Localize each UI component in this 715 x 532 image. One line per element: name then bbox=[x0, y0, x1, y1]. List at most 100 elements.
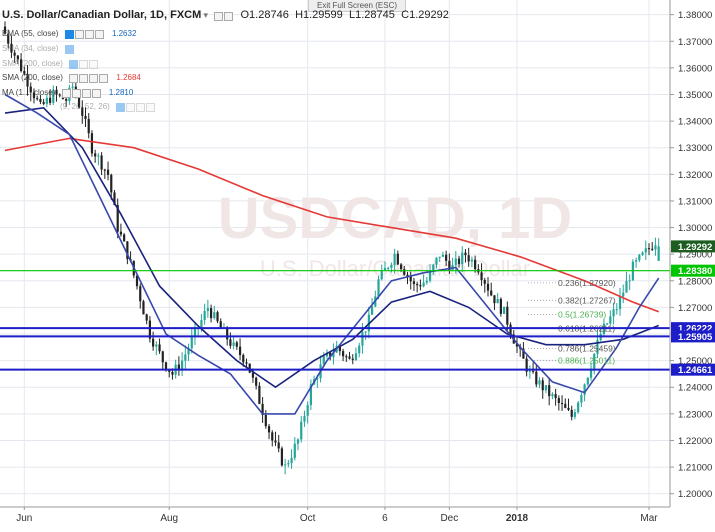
candle-body[interactable] bbox=[647, 248, 651, 250]
candle-body[interactable] bbox=[557, 398, 560, 404]
candle-body[interactable] bbox=[612, 309, 615, 317]
candle-body[interactable] bbox=[7, 33, 10, 44]
candle-body[interactable] bbox=[277, 442, 280, 449]
candle-body[interactable] bbox=[531, 370, 535, 372]
settings-icon[interactable] bbox=[79, 59, 89, 69]
ma-line-sma-200[interactable] bbox=[4, 137, 659, 313]
candle-body[interactable] bbox=[158, 344, 161, 352]
candle-body[interactable] bbox=[116, 205, 119, 232]
candle-body[interactable] bbox=[396, 253, 399, 265]
candle-body[interactable] bbox=[3, 26, 7, 34]
candle-body[interactable] bbox=[306, 405, 309, 416]
close-icon[interactable] bbox=[136, 102, 146, 112]
candle-body[interactable] bbox=[474, 259, 477, 270]
candle-body[interactable] bbox=[23, 71, 26, 74]
candle-body[interactable] bbox=[535, 371, 538, 385]
candle-body[interactable] bbox=[65, 99, 68, 101]
candle-body[interactable] bbox=[303, 415, 306, 422]
candle-body[interactable] bbox=[509, 324, 512, 335]
candle-body[interactable] bbox=[577, 402, 580, 413]
candle-body[interactable] bbox=[503, 306, 506, 314]
candle-body[interactable] bbox=[628, 280, 631, 282]
candle-body[interactable] bbox=[370, 306, 374, 315]
candle-body[interactable] bbox=[464, 252, 467, 256]
candle-body[interactable] bbox=[461, 252, 464, 265]
settings-icon[interactable] bbox=[126, 102, 136, 112]
candle-body[interactable] bbox=[490, 290, 493, 296]
candle-body[interactable] bbox=[657, 246, 660, 261]
candle-body[interactable] bbox=[106, 169, 110, 175]
candle-body[interactable] bbox=[187, 348, 190, 355]
candle-body[interactable] bbox=[548, 385, 551, 397]
candle-body[interactable] bbox=[329, 352, 332, 358]
candle-body[interactable] bbox=[135, 275, 139, 287]
candle-body[interactable] bbox=[10, 43, 13, 53]
candle-body[interactable] bbox=[583, 384, 586, 395]
candle-body[interactable] bbox=[506, 306, 509, 325]
candle-body[interactable] bbox=[242, 354, 245, 363]
candle-body[interactable] bbox=[348, 356, 351, 359]
candle-body[interactable] bbox=[300, 421, 303, 440]
settings-icon[interactable] bbox=[69, 73, 79, 83]
candle-body[interactable] bbox=[322, 356, 325, 365]
candle-body[interactable] bbox=[383, 267, 387, 271]
candle-body[interactable] bbox=[393, 253, 396, 265]
candle-body[interactable] bbox=[573, 412, 577, 417]
candle-body[interactable] bbox=[554, 394, 557, 399]
candle-body[interactable] bbox=[26, 73, 29, 87]
candle-body[interactable] bbox=[399, 264, 403, 270]
candle-body[interactable] bbox=[409, 276, 412, 282]
candle-body[interactable] bbox=[332, 352, 335, 358]
candle-body[interactable] bbox=[235, 342, 238, 347]
candle-body[interactable] bbox=[541, 380, 544, 391]
hide-icon[interactable] bbox=[99, 73, 109, 83]
candle-body[interactable] bbox=[499, 298, 502, 314]
candle-body[interactable] bbox=[493, 295, 496, 304]
candle-body[interactable] bbox=[58, 94, 61, 96]
candle-body[interactable] bbox=[528, 370, 531, 372]
candle-body[interactable] bbox=[20, 59, 23, 72]
candle-body[interactable] bbox=[496, 298, 499, 304]
symbol-title[interactable]: U.S. Dollar/Canadian Dollar, 1D, FXCM bbox=[2, 9, 202, 21]
candle-body[interactable] bbox=[538, 380, 541, 385]
indicator-sma200-hidden[interactable]: SMA (200, close) bbox=[2, 59, 99, 69]
candle-body[interactable] bbox=[425, 280, 428, 283]
candle-body[interactable] bbox=[609, 316, 612, 324]
candle-body[interactable] bbox=[651, 248, 654, 250]
candle-body[interactable] bbox=[338, 345, 341, 352]
candle-body[interactable] bbox=[467, 255, 470, 262]
candle-body[interactable] bbox=[81, 107, 84, 116]
price-axis[interactable] bbox=[670, 0, 715, 507]
candle-body[interactable] bbox=[618, 296, 622, 310]
candle-body[interactable] bbox=[422, 282, 425, 287]
candle-body[interactable] bbox=[470, 259, 473, 262]
candle-body[interactable] bbox=[515, 343, 519, 347]
candle-body[interactable] bbox=[454, 258, 457, 266]
candle-body[interactable] bbox=[622, 292, 625, 297]
candle-body[interactable] bbox=[193, 328, 197, 338]
candle-body[interactable] bbox=[380, 270, 383, 280]
candle-body[interactable] bbox=[126, 241, 129, 260]
candle-body[interactable] bbox=[544, 385, 548, 391]
candle-body[interactable] bbox=[387, 267, 390, 269]
eye-icon[interactable] bbox=[64, 44, 74, 54]
candle-body[interactable] bbox=[354, 353, 358, 360]
candle-body[interactable] bbox=[145, 314, 148, 321]
candle-body[interactable] bbox=[606, 323, 609, 325]
indicator-ma[interactable]: MA (1..., close) 1.2810 bbox=[2, 88, 133, 98]
more-icon[interactable] bbox=[89, 73, 99, 83]
candle-body[interactable] bbox=[232, 342, 235, 346]
candle-body[interactable] bbox=[586, 377, 589, 385]
candle-body[interactable] bbox=[229, 339, 232, 346]
candle-body[interactable] bbox=[184, 354, 187, 361]
candle-body[interactable] bbox=[238, 346, 242, 355]
candle-body[interactable] bbox=[448, 260, 451, 270]
eye-icon[interactable] bbox=[116, 102, 126, 112]
ma-line-sma-55[interactable] bbox=[4, 106, 659, 389]
candle-body[interactable] bbox=[457, 258, 461, 265]
candle-body[interactable] bbox=[164, 362, 168, 371]
candle-body[interactable] bbox=[261, 403, 264, 415]
candle-body[interactable] bbox=[483, 280, 486, 284]
candle-body[interactable] bbox=[654, 245, 657, 250]
